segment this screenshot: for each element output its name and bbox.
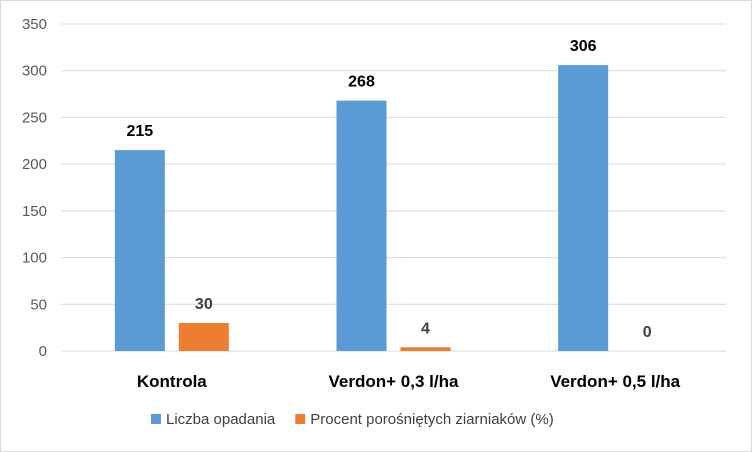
y-tick-label: 100 xyxy=(22,250,47,267)
legend-label: Liczba opadania xyxy=(166,411,276,428)
x-axis-categories: Kontrola Verdon+ 0,3 l/ha Verdon+ 0,5 l/ha xyxy=(137,372,681,391)
data-label: 215 xyxy=(126,123,153,140)
bar xyxy=(558,65,609,351)
bar xyxy=(178,322,229,351)
bars xyxy=(114,65,609,352)
data-label: 306 xyxy=(570,38,597,55)
data-label: 30 xyxy=(195,296,213,313)
data-label: 268 xyxy=(348,74,375,91)
legend-swatch xyxy=(295,414,306,424)
legend-swatch xyxy=(151,414,161,424)
data-label: 0 xyxy=(643,324,652,341)
category-label: Verdon+ 0,5 l/ha xyxy=(550,372,680,391)
y-tick-label: 0 xyxy=(39,343,47,360)
data-label: 4 xyxy=(421,320,430,337)
category-label: Verdon+ 0,3 l/ha xyxy=(329,372,459,391)
category-label: Kontrola xyxy=(137,372,207,391)
legend-label: Procent porośniętych ziarniaków (%) xyxy=(310,411,553,428)
y-axis-ticks: 0 50 100 150 200 250 300 350 xyxy=(22,16,47,360)
y-tick-label: 150 xyxy=(22,203,47,220)
y-tick-label: 300 xyxy=(22,63,47,80)
y-tick-label: 250 xyxy=(22,109,47,126)
data-labels: 215 30 268 4 306 0 xyxy=(126,38,651,341)
y-tick-label: 50 xyxy=(30,296,47,313)
bar xyxy=(336,100,387,352)
y-tick-label: 200 xyxy=(22,156,47,173)
legend: Liczba opadania Procent porośniętych ziar… xyxy=(151,411,554,428)
y-tick-label: 350 xyxy=(22,16,47,33)
bar xyxy=(400,347,451,351)
bar xyxy=(114,150,165,351)
gridlines xyxy=(61,23,726,352)
